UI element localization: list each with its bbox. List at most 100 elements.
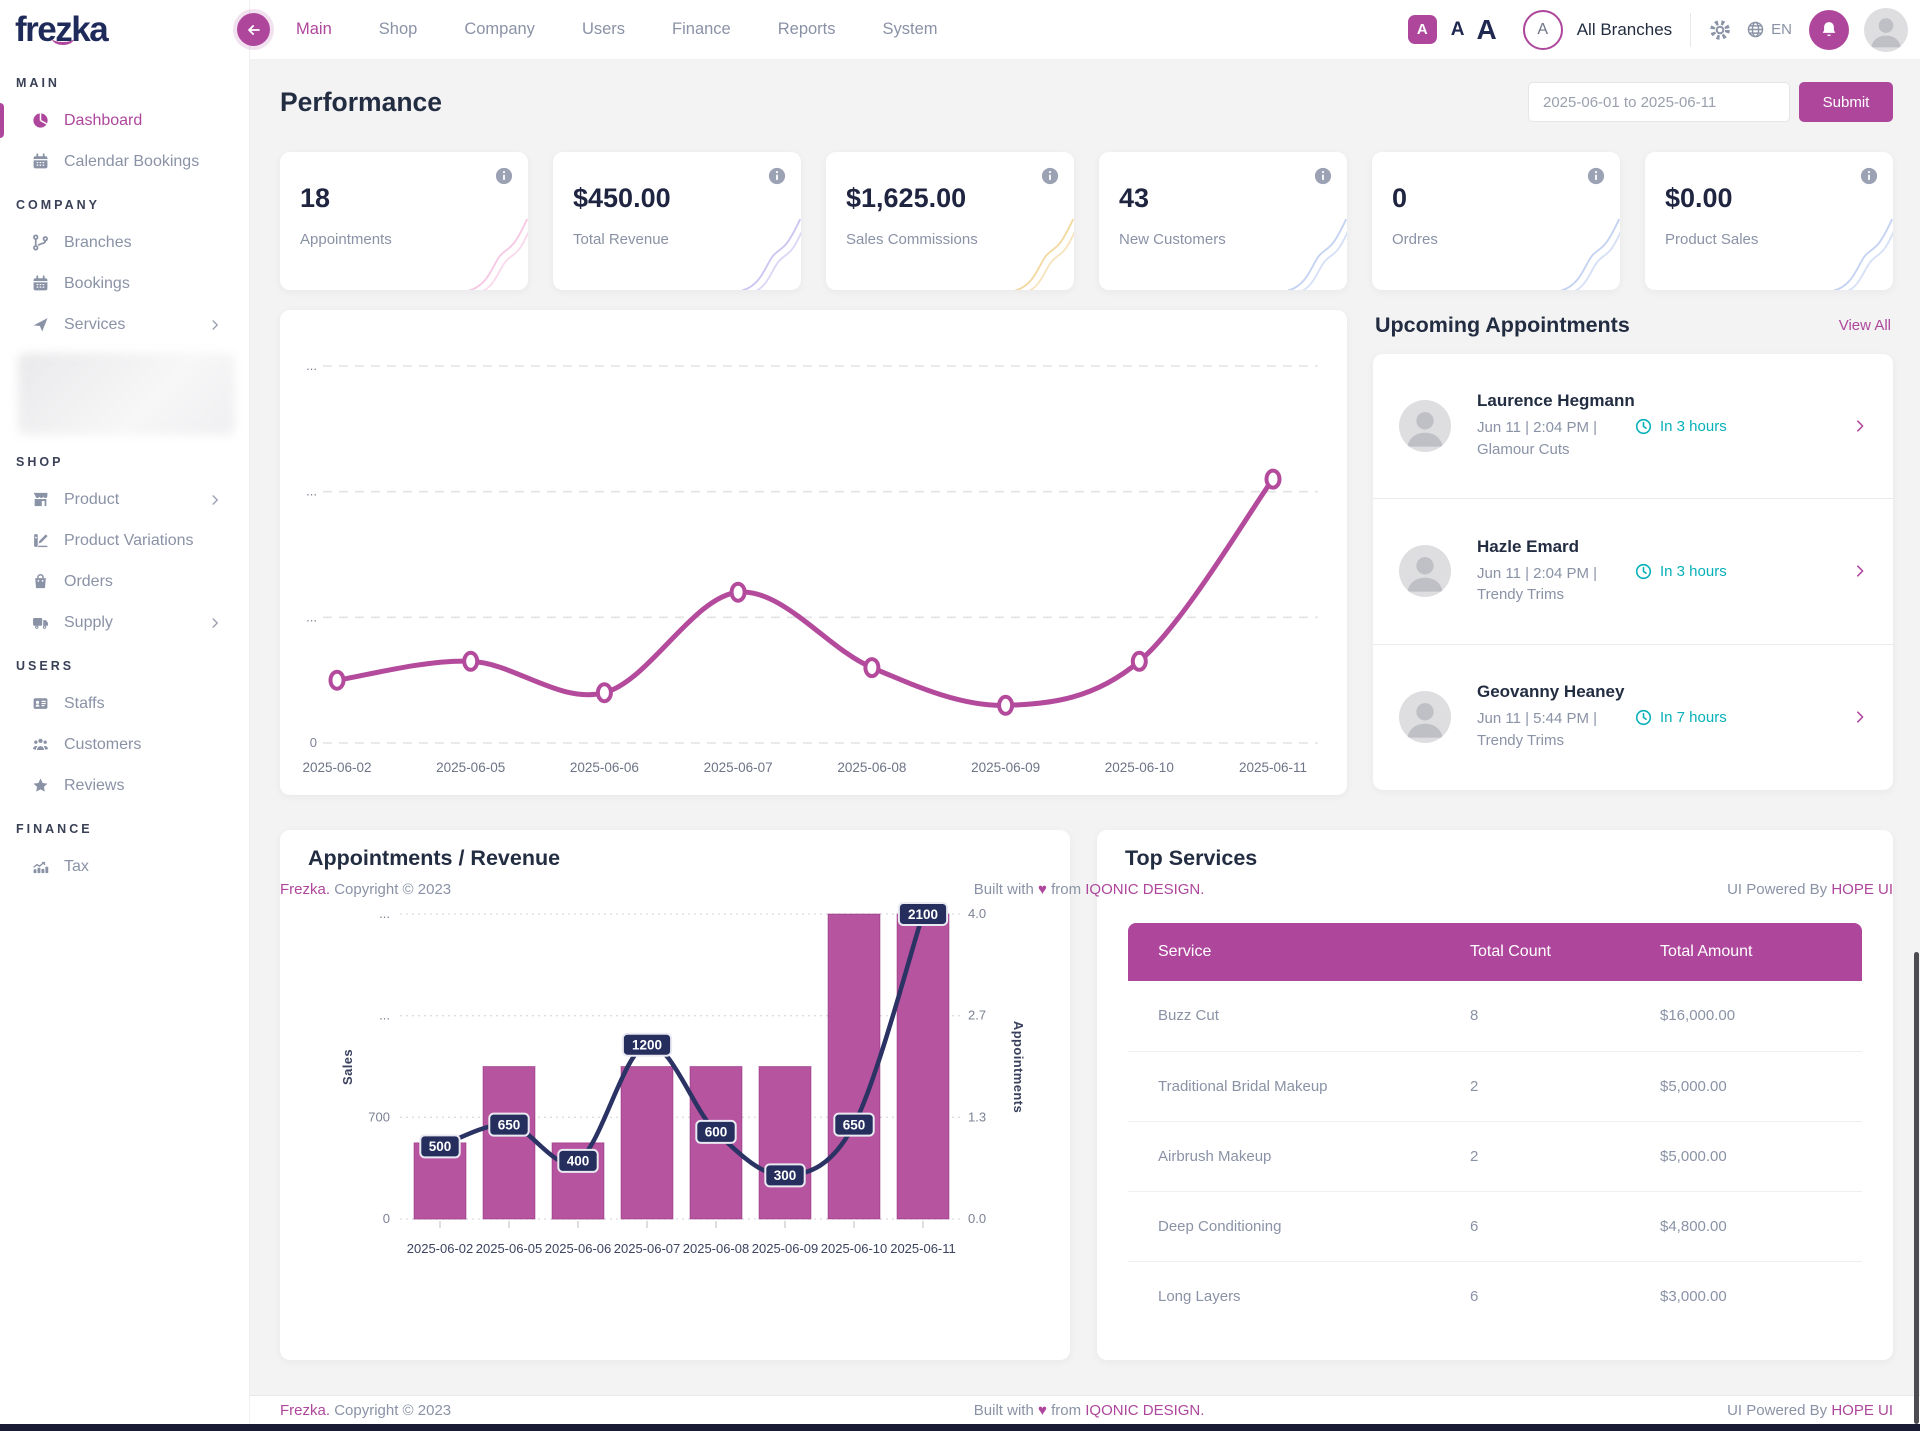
top-services-table: Service Total Count Total Amount Buzz Cut 8 $… — [1128, 923, 1862, 1331]
svg-text:2025-06-08: 2025-06-08 — [837, 760, 906, 775]
font-size-large-button[interactable]: A — [1476, 13, 1497, 45]
appointment-item-hazle-emard[interactable]: Hazle Emard Jun 11 | 2:04 PM | Trendy Tri… — [1373, 499, 1893, 645]
calendar-icon — [32, 153, 49, 170]
svg-text:2100: 2100 — [908, 907, 938, 922]
nav-item-reports[interactable]: Reports — [777, 20, 836, 38]
appointments-revenue-chart-card: Appointments / Revenue ... 4.0... 2.7 700 1.… — [280, 830, 1070, 1360]
sidebar-item-label: Product Variations — [64, 531, 194, 549]
font-size-small-button[interactable]: A — [1407, 15, 1437, 44]
sidebar-item-label: Services — [64, 315, 126, 333]
info-icon[interactable] — [1314, 167, 1332, 185]
stat-cards-row: 18 Appointments $450.00 Total Revenue $1,625… — [280, 152, 1893, 290]
iqonic-design-link[interactable]: IQONIC DESIGN. — [1085, 880, 1205, 898]
sidebar-item-services[interactable]: Services — [0, 304, 249, 345]
info-icon[interactable] — [1587, 167, 1605, 185]
avatar — [1399, 400, 1451, 453]
trend-line-chart: ......... 0 2025-06-02 2025-06-05 2025-06-06… — [302, 358, 1318, 775]
stat-card-total-revenue: $450.00 Total Revenue — [553, 152, 801, 290]
font-size-medium-button[interactable]: A — [1450, 18, 1465, 40]
svg-text:600: 600 — [705, 1125, 728, 1140]
info-icon[interactable] — [495, 167, 513, 185]
appointment-info: Hazle Emard Jun 11 | 2:04 PM | Trendy Tri… — [1477, 537, 1601, 607]
sidebar-item-branches[interactable]: Branches — [0, 222, 249, 263]
svg-text:Sales: Sales — [340, 1049, 355, 1085]
sidebar-item-label: Bookings — [64, 274, 130, 292]
sidebar-section-shop: SHOP — [16, 455, 64, 469]
clock-icon — [1635, 709, 1652, 726]
chevron-right-icon[interactable] — [1853, 419, 1867, 433]
main-content: Main Shop Company Users Finance Reports System… — [250, 0, 1920, 1431]
sidebar-item-customers[interactable]: Customers — [0, 724, 249, 765]
hope-ui-link[interactable]: HOPE UI — [1831, 880, 1893, 898]
sidebar-item-supply[interactable]: Supply — [0, 602, 249, 643]
star-icon — [32, 777, 49, 794]
sidebar-item-product-variations[interactable]: Product Variations — [0, 520, 249, 561]
svg-text:...: ... — [306, 609, 317, 624]
sidebar-item-bookings[interactable]: Bookings — [0, 263, 249, 304]
table-cell: Traditional Bridal Makeup — [1128, 1050, 1470, 1121]
user-avatar[interactable] — [1864, 7, 1908, 52]
column-header-total-amount: Total Amount — [1660, 923, 1862, 981]
footer-brand[interactable]: Frezka. — [280, 1401, 331, 1419]
info-icon[interactable] — [768, 167, 786, 185]
gear-icon[interactable] — [1709, 19, 1731, 41]
hope-ui-link[interactable]: HOPE UI — [1831, 1401, 1893, 1419]
branch-selector[interactable]: All Branches — [1576, 19, 1673, 39]
appointment-eta: In 3 hours — [1635, 563, 1775, 580]
sidebar: fre z ka MAIN Dashboard Calendar Bookings COM… — [0, 0, 250, 1431]
info-icon[interactable] — [1041, 167, 1059, 185]
chevron-right-icon[interactable] — [1853, 710, 1867, 724]
nav-item-shop[interactable]: Shop — [378, 20, 418, 38]
variations-icon — [32, 532, 49, 549]
sidebar-item-product[interactable]: Product — [0, 479, 249, 520]
scrollbar[interactable] — [1914, 952, 1919, 1424]
upcoming-appointments-panel: Upcoming Appointments View All Laurence … — [1373, 304, 1893, 790]
submit-button[interactable]: Submit — [1799, 82, 1893, 122]
sidebar-item-tax[interactable]: Tax — [0, 846, 249, 887]
sidebar-item-reviews[interactable]: Reviews — [0, 765, 249, 806]
svg-text:0: 0 — [310, 735, 317, 750]
bell-icon — [1819, 20, 1839, 40]
appointment-item-laurence-hegmann[interactable]: Laurence Hegmann Jun 11 | 2:04 PM | Glamo… — [1373, 354, 1893, 500]
chevron-right-icon[interactable] — [1853, 564, 1867, 578]
nav-item-company[interactable]: Company — [464, 20, 535, 38]
sidebar-section-users: USERS — [16, 659, 75, 673]
view-all-link[interactable]: View All — [1838, 316, 1891, 334]
sidebar-item-staffs[interactable]: Staffs — [0, 683, 249, 724]
branch-avatar[interactable]: A — [1522, 9, 1563, 50]
shopping-bag-icon — [32, 573, 49, 590]
svg-text:2025-06-05: 2025-06-05 — [476, 1241, 543, 1256]
nav-item-finance[interactable]: Finance — [672, 20, 731, 38]
date-range-input[interactable] — [1528, 82, 1790, 122]
nav-item-users[interactable]: Users — [581, 20, 626, 38]
svg-text:Appointments: Appointments — [1011, 1021, 1026, 1113]
table-cell: Airbrush Makeup — [1128, 1120, 1470, 1191]
notifications-button[interactable] — [1809, 9, 1849, 50]
sidebar-item-dashboard[interactable]: Dashboard — [0, 100, 249, 141]
stat-label: Total Revenue — [573, 231, 669, 248]
appointment-item-geovanny-heaney[interactable]: Geovanny Heaney Jun 11 | 5:44 PM | Trendy… — [1373, 645, 1893, 790]
customer-name: Laurence Hegmann — [1477, 391, 1635, 411]
sidebar-item-calendar-bookings[interactable]: Calendar Bookings — [0, 141, 249, 182]
table-row: Traditional Bridal Makeup 2 $5,000.00 — [1128, 1050, 1862, 1121]
appointment-info: Laurence Hegmann Jun 11 | 2:04 PM | Glamo… — [1477, 391, 1635, 461]
tax-icon — [32, 858, 49, 875]
svg-text:2025-06-11: 2025-06-11 — [890, 1241, 956, 1256]
back-button[interactable] — [237, 13, 270, 46]
svg-text:2025-06-07: 2025-06-07 — [704, 760, 773, 775]
table-cell: $5,000.00 — [1660, 1050, 1862, 1121]
svg-text:500: 500 — [429, 1139, 452, 1154]
sidebar-item-orders[interactable]: Orders — [0, 561, 249, 602]
iqonic-design-link[interactable]: IQONIC DESIGN. — [1085, 1401, 1205, 1419]
stat-value: $1,625.00 — [846, 183, 967, 213]
info-icon[interactable] — [1860, 167, 1878, 185]
table-cell: $16,000.00 — [1660, 981, 1862, 1051]
table-cell: 2 — [1470, 1050, 1660, 1121]
svg-text:2025-06-09: 2025-06-09 — [971, 760, 1040, 775]
clock-icon — [1635, 418, 1652, 435]
brand-logo[interactable]: fre z ka — [0, 0, 249, 60]
language-selector[interactable]: EN — [1746, 20, 1792, 39]
table-row: Long Layers 6 $3,000.00 — [1128, 1260, 1862, 1331]
nav-item-main[interactable]: Main — [296, 20, 332, 38]
nav-item-system[interactable]: System — [882, 20, 938, 38]
